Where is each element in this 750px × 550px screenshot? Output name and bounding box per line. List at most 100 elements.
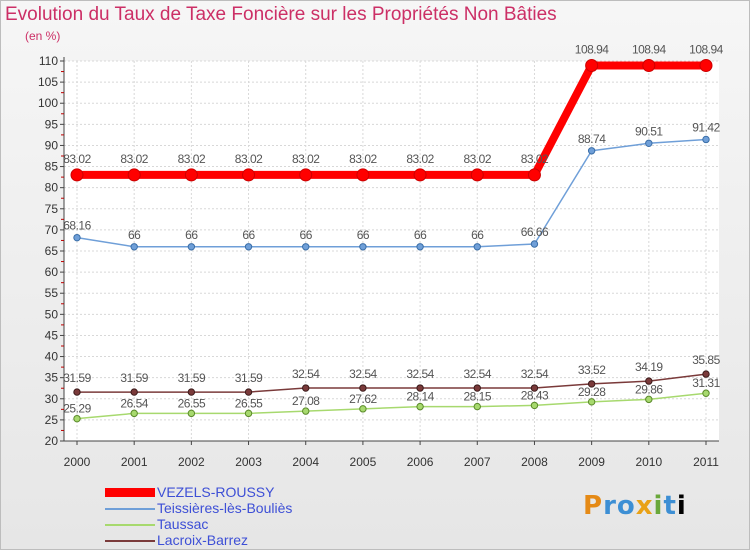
data-point [587, 380, 596, 388]
data-point [187, 409, 196, 418]
data-point [73, 233, 81, 242]
data-label: 83.02 [349, 152, 377, 166]
data-label: 35.85 [692, 353, 720, 367]
data-label: 32.54 [349, 367, 377, 381]
x-tick-label: 2005 [350, 455, 377, 469]
legend-swatch-vezels-roussy [105, 488, 155, 497]
legend-label-lacroix-barrez: Lacroix-Barrez [157, 532, 249, 548]
y-tick-label: 45 [45, 328, 59, 342]
y-axis-unit: (en %) [25, 29, 61, 43]
y-tick-label: 25 [45, 413, 59, 427]
x-tick-label: 2001 [121, 455, 148, 469]
data-point [642, 58, 656, 72]
data-point [130, 409, 138, 418]
data-label: 32.54 [406, 367, 434, 381]
data-point [473, 243, 481, 251]
data-point [242, 168, 256, 182]
data-label: 26.55 [178, 396, 206, 410]
data-label: 25.29 [63, 402, 91, 416]
y-tick-label: 100 [38, 96, 58, 110]
y-tick-label: 105 [38, 75, 58, 89]
data-label: 66.66 [521, 225, 549, 239]
y-tick-label: 80 [45, 181, 59, 195]
legend-label-taussac: Taussac [157, 516, 209, 532]
data-point [530, 401, 539, 410]
data-point [645, 139, 653, 147]
y-tick-label: 70 [45, 223, 59, 237]
y-tick-label: 40 [45, 350, 59, 364]
x-tick-label: 2010 [635, 455, 662, 469]
data-point [73, 414, 81, 423]
data-label: 108.94 [575, 42, 610, 56]
x-tick-label: 2006 [407, 455, 434, 469]
y-tick-label: 30 [45, 392, 59, 406]
data-label: 83.02 [120, 152, 148, 166]
logo-letter: i [653, 491, 664, 521]
legend-swatch-teissieres [105, 508, 155, 510]
data-point [413, 168, 427, 182]
data-label: 31.59 [63, 371, 91, 385]
legend: VEZELS-ROUSSY Teissières-lès-Bouliès Tau… [105, 484, 345, 549]
data-point [527, 168, 541, 182]
data-label: 83.02 [63, 152, 91, 166]
data-label: 28.43 [521, 388, 549, 402]
data-label: 66 [128, 228, 141, 242]
data-label: 29.28 [578, 385, 606, 399]
logo-letter: o [616, 491, 636, 521]
data-point [702, 135, 710, 144]
data-point [585, 58, 599, 72]
data-point [356, 168, 370, 182]
x-tick-label: 2011 [693, 455, 719, 469]
data-point [130, 243, 138, 251]
data-label: 66 [185, 228, 198, 242]
data-point [702, 389, 710, 397]
data-point [645, 377, 653, 385]
legend-item: Taussac [105, 516, 345, 533]
data-label: 31.31 [692, 376, 720, 390]
data-point [359, 243, 367, 251]
data-point [244, 409, 253, 418]
data-point [244, 388, 253, 396]
legend-item: VEZELS-ROUSSY [105, 484, 345, 501]
data-point [702, 370, 710, 378]
y-tick-label: 55 [45, 286, 59, 300]
y-tick-label: 35 [45, 371, 59, 385]
data-label: 28.14 [406, 390, 434, 404]
y-tick-label: 20 [45, 434, 59, 448]
data-point [73, 388, 81, 396]
series-line [76, 138, 707, 248]
data-label: 66 [242, 228, 255, 242]
legend-label-teissieres: Teissières-lès-Bouliès [157, 500, 293, 516]
data-label: 66 [300, 228, 313, 242]
y-tick-label: 65 [45, 244, 59, 258]
data-point [359, 405, 367, 413]
data-label: 29.86 [635, 382, 663, 396]
data-label: 27.08 [292, 394, 320, 408]
data-label: 27.62 [349, 392, 377, 406]
data-label: 31.59 [178, 371, 206, 385]
data-label: 31.59 [120, 371, 148, 385]
data-point [416, 243, 424, 251]
legend-label-vezels-roussy: VEZELS-ROUSSY [157, 484, 275, 500]
y-tick-label: 90 [45, 138, 59, 152]
data-label: 66 [357, 228, 370, 242]
data-point [299, 168, 313, 182]
data-point [470, 168, 484, 182]
chart-title: Evolution du Taux de Taxe Foncière sur l… [5, 4, 557, 25]
data-label: 91.42 [692, 120, 720, 134]
logo-letter: x [635, 491, 654, 521]
data-label: 32.54 [292, 367, 320, 381]
data-point [699, 58, 713, 72]
data-point [127, 168, 141, 182]
data-label: 66 [471, 228, 484, 242]
data-point [645, 395, 653, 404]
data-point [302, 243, 310, 251]
y-tick-label: 75 [45, 202, 59, 216]
legend-item: Teissières-lès-Bouliès [105, 500, 345, 517]
x-tick-label: 2004 [292, 455, 319, 469]
x-tick-label: 2007 [464, 455, 491, 469]
x-tick-label: 2002 [178, 455, 205, 469]
logo-letter: r [603, 491, 617, 521]
